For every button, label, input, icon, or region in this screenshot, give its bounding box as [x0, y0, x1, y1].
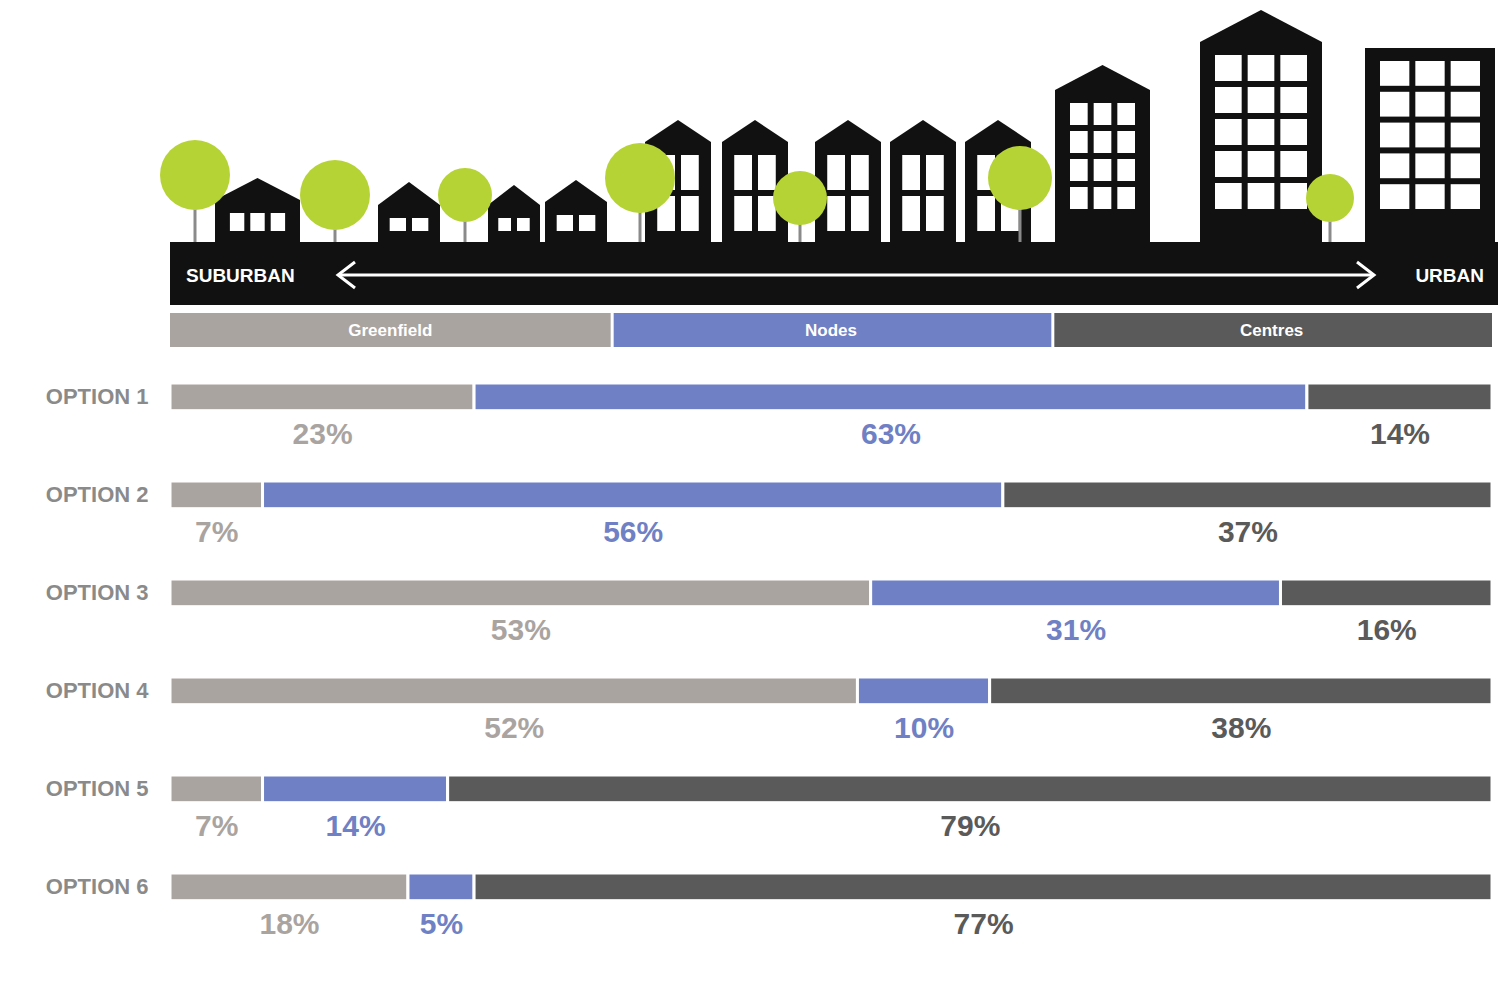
svg-text:Greenfield: Greenfield [348, 321, 432, 340]
svg-text:79%: 79% [940, 809, 1000, 842]
svg-text:14%: 14% [1370, 417, 1430, 450]
svg-text:OPTION 5: OPTION 5 [46, 776, 149, 801]
svg-text:10%: 10% [894, 711, 954, 744]
svg-text:14%: 14% [326, 809, 386, 842]
svg-text:56%: 56% [603, 515, 663, 548]
svg-text:Nodes: Nodes [805, 321, 857, 340]
svg-text:38%: 38% [1211, 711, 1271, 744]
svg-text:77%: 77% [954, 907, 1014, 940]
svg-text:18%: 18% [259, 907, 319, 940]
svg-text:53%: 53% [491, 613, 551, 646]
svg-text:OPTION 3: OPTION 3 [46, 580, 149, 605]
svg-text:16%: 16% [1357, 613, 1417, 646]
svg-text:OPTION 6: OPTION 6 [46, 874, 149, 899]
svg-text:52%: 52% [484, 711, 544, 744]
svg-text:SUBURBAN: SUBURBAN [186, 265, 295, 286]
svg-text:63%: 63% [861, 417, 921, 450]
svg-text:OPTION 2: OPTION 2 [46, 482, 149, 507]
svg-text:OPTION 1: OPTION 1 [46, 384, 149, 409]
svg-text:23%: 23% [293, 417, 353, 450]
svg-text:31%: 31% [1046, 613, 1106, 646]
svg-text:7%: 7% [195, 809, 238, 842]
svg-text:5%: 5% [420, 907, 463, 940]
svg-text:7%: 7% [195, 515, 238, 548]
svg-text:URBAN: URBAN [1415, 265, 1484, 286]
svg-text:37%: 37% [1218, 515, 1278, 548]
svg-text:Centres: Centres [1240, 321, 1303, 340]
svg-text:OPTION 4: OPTION 4 [46, 678, 149, 703]
